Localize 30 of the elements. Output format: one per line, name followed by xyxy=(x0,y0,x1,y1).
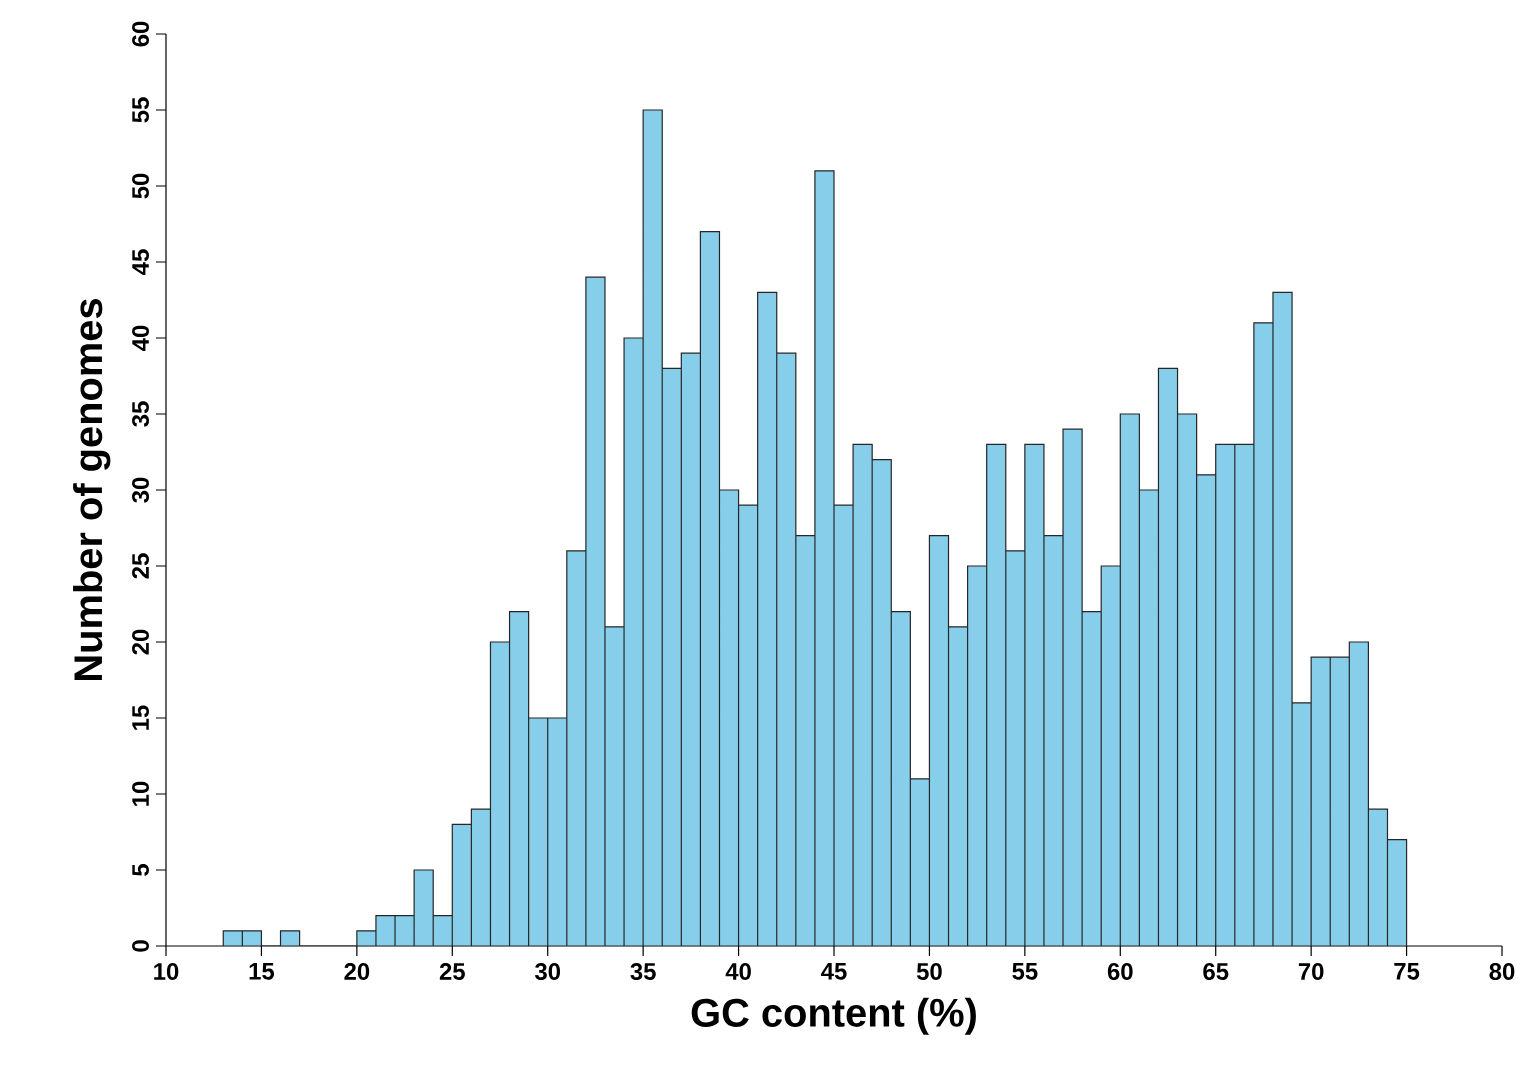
x-tick-label: 45 xyxy=(821,963,847,980)
y-tick-label: 50 xyxy=(132,173,149,199)
x-tick-label: 10 xyxy=(154,963,179,980)
y-tick-label: 55 xyxy=(132,97,149,123)
y-tick-label: 0 xyxy=(132,940,149,952)
y-tick-label: 20 xyxy=(132,629,149,655)
x-tick-label: 80 xyxy=(1489,963,1515,980)
y-tick-label: 15 xyxy=(132,705,149,730)
y-tick-label: 5 xyxy=(132,864,149,876)
x-tick-label: 60 xyxy=(1107,963,1133,980)
x-axis-title: GC content (%) xyxy=(691,997,976,1035)
x-tick-label: 70 xyxy=(1298,963,1324,980)
y-tick-label: 25 xyxy=(132,553,149,579)
x-tick-label: 50 xyxy=(916,963,942,980)
y-tick-label: 45 xyxy=(132,249,149,275)
y-tick-label: 40 xyxy=(132,325,149,351)
x-tick-label: 15 xyxy=(249,963,275,980)
y-tick-label: 60 xyxy=(132,21,149,47)
y-tick-label: 10 xyxy=(132,781,149,806)
x-tick-label: 55 xyxy=(1012,963,1038,980)
x-tick-label: 30 xyxy=(534,963,561,980)
y-tick-label: 30 xyxy=(132,477,150,503)
x-tick-label: 20 xyxy=(344,963,370,980)
y-axis-title: Number of genomes xyxy=(73,299,111,680)
x-tick-label: 40 xyxy=(725,963,751,980)
x-tick-label: 75 xyxy=(1394,963,1420,980)
x-tick-label: 35 xyxy=(630,963,656,980)
x-tick-label: 25 xyxy=(439,963,465,980)
y-tick-label: 35 xyxy=(132,401,150,427)
x-tick-label: 65 xyxy=(1203,963,1229,980)
